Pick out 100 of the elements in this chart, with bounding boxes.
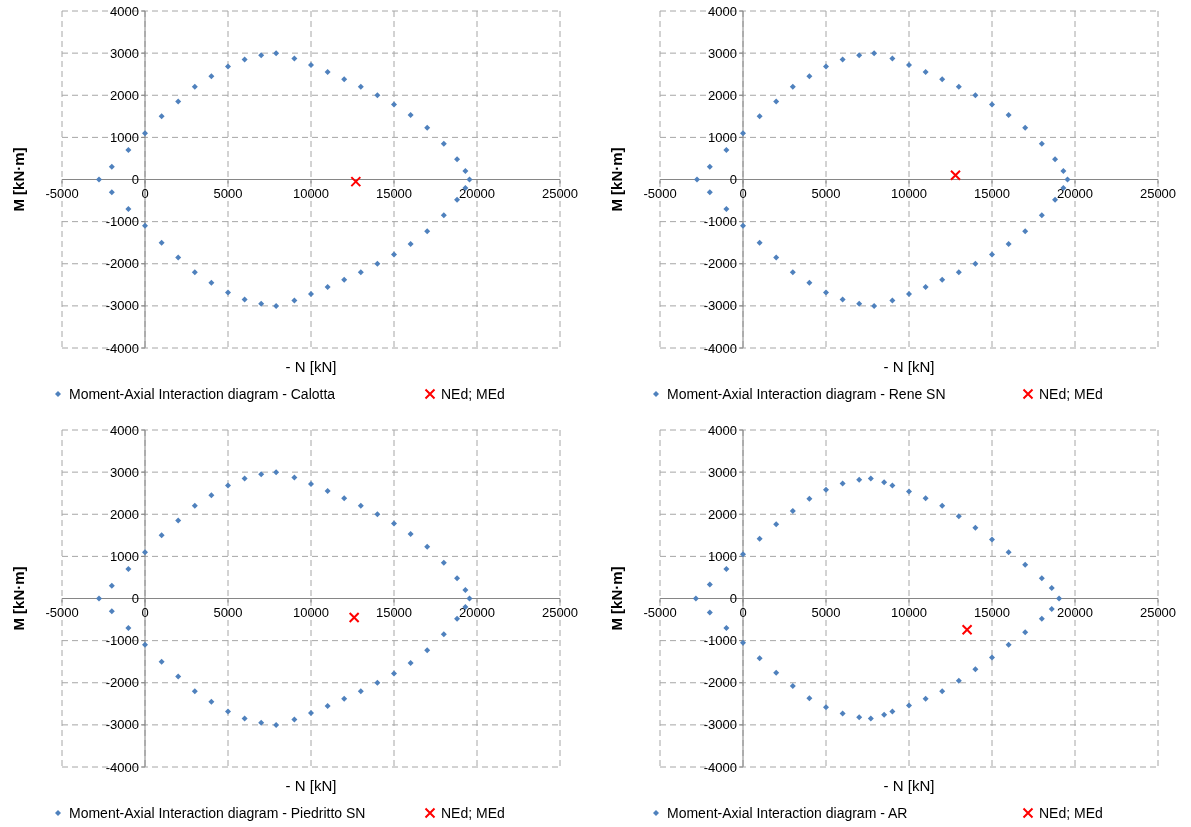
point bbox=[806, 73, 813, 80]
point bbox=[258, 52, 265, 59]
point bbox=[273, 721, 280, 728]
point bbox=[108, 608, 115, 615]
point bbox=[440, 631, 447, 638]
legend-label: Moment-Axial Interaction diagram - AR bbox=[667, 805, 908, 821]
point bbox=[208, 698, 215, 705]
point bbox=[175, 517, 182, 524]
x-tick-label: 0 bbox=[739, 604, 747, 620]
point bbox=[291, 55, 298, 62]
y-tick-label: 2000 bbox=[110, 506, 139, 522]
point bbox=[806, 279, 813, 286]
point bbox=[440, 212, 447, 219]
point bbox=[142, 130, 148, 137]
x-tick-label: 10000 bbox=[292, 604, 330, 620]
point bbox=[374, 260, 381, 267]
legend-label: Moment-Axial Interaction diagram - Calotta bbox=[69, 386, 336, 402]
point bbox=[407, 240, 414, 247]
x-tick-label: 25000 bbox=[1139, 604, 1177, 620]
point bbox=[273, 50, 280, 57]
point bbox=[889, 482, 896, 489]
point bbox=[1022, 228, 1029, 235]
point bbox=[740, 130, 746, 137]
y-tick-label: -2000 bbox=[105, 675, 139, 691]
x-tick-label: -5000 bbox=[45, 604, 79, 620]
x-tick-label: 5000 bbox=[811, 185, 841, 201]
x-tick-label: 20000 bbox=[458, 185, 496, 201]
point bbox=[939, 76, 946, 83]
legend-label: Moment-Axial Interaction diagram - Rene SN bbox=[667, 386, 946, 402]
point bbox=[258, 300, 265, 307]
point bbox=[922, 695, 929, 702]
point bbox=[158, 113, 165, 120]
point bbox=[1052, 196, 1059, 203]
point bbox=[324, 69, 331, 76]
point bbox=[125, 624, 132, 631]
y-tick-label: 0 bbox=[131, 172, 139, 188]
y-tick-label: 1000 bbox=[708, 548, 737, 564]
y-tick-label: 3000 bbox=[110, 464, 139, 480]
point bbox=[881, 711, 888, 718]
point bbox=[1022, 561, 1029, 568]
point bbox=[756, 113, 763, 120]
y-tick-label: 3000 bbox=[708, 464, 737, 480]
point bbox=[324, 283, 331, 290]
point bbox=[773, 254, 780, 261]
x-tick-label: 20000 bbox=[1056, 185, 1094, 201]
y-tick-label: -3000 bbox=[105, 717, 139, 733]
point bbox=[889, 297, 896, 304]
point bbox=[939, 502, 946, 509]
point bbox=[466, 595, 473, 602]
y-tick-label: -2000 bbox=[703, 675, 737, 691]
point bbox=[740, 222, 746, 229]
x-axis-title: - N [kN] bbox=[883, 358, 935, 375]
point bbox=[922, 495, 929, 502]
point bbox=[723, 147, 730, 154]
point bbox=[96, 176, 103, 183]
point bbox=[341, 495, 348, 502]
point bbox=[191, 688, 198, 695]
point bbox=[291, 716, 298, 723]
point bbox=[1038, 615, 1045, 622]
x-tick-label: 5000 bbox=[213, 604, 243, 620]
point bbox=[142, 641, 148, 648]
y-axis-title: M [kN·m] bbox=[608, 566, 625, 631]
point bbox=[955, 513, 962, 520]
point bbox=[350, 176, 362, 188]
x-tick-label: 0 bbox=[141, 185, 149, 201]
point bbox=[191, 83, 198, 90]
point bbox=[867, 475, 874, 482]
point bbox=[357, 269, 364, 276]
y-tick-label: 2000 bbox=[708, 506, 737, 522]
point bbox=[839, 56, 846, 63]
y-tick-label: 3000 bbox=[708, 45, 737, 61]
point bbox=[424, 228, 431, 235]
y-tick-label: 1000 bbox=[110, 129, 139, 145]
point bbox=[1022, 124, 1029, 131]
point bbox=[1056, 595, 1063, 602]
point bbox=[839, 710, 846, 717]
point bbox=[440, 559, 447, 566]
point bbox=[692, 595, 699, 602]
y-tick-label: -1000 bbox=[703, 214, 737, 230]
point bbox=[454, 156, 461, 163]
point bbox=[108, 189, 115, 196]
point bbox=[906, 702, 912, 709]
y-tick-label: 0 bbox=[729, 591, 737, 607]
point bbox=[871, 302, 878, 309]
point bbox=[241, 715, 248, 722]
point bbox=[440, 140, 447, 147]
point bbox=[258, 719, 265, 726]
point bbox=[454, 575, 461, 582]
x-tick-label: 25000 bbox=[541, 604, 579, 620]
point bbox=[806, 695, 813, 702]
point bbox=[391, 251, 397, 258]
point bbox=[273, 302, 280, 309]
point bbox=[881, 479, 888, 486]
y-tick-label: -1000 bbox=[105, 214, 139, 230]
point bbox=[756, 655, 763, 662]
point bbox=[258, 471, 265, 478]
y-tick-label: -3000 bbox=[105, 298, 139, 314]
point bbox=[225, 289, 231, 296]
x-tick-label: 5000 bbox=[213, 185, 243, 201]
point bbox=[308, 291, 314, 298]
